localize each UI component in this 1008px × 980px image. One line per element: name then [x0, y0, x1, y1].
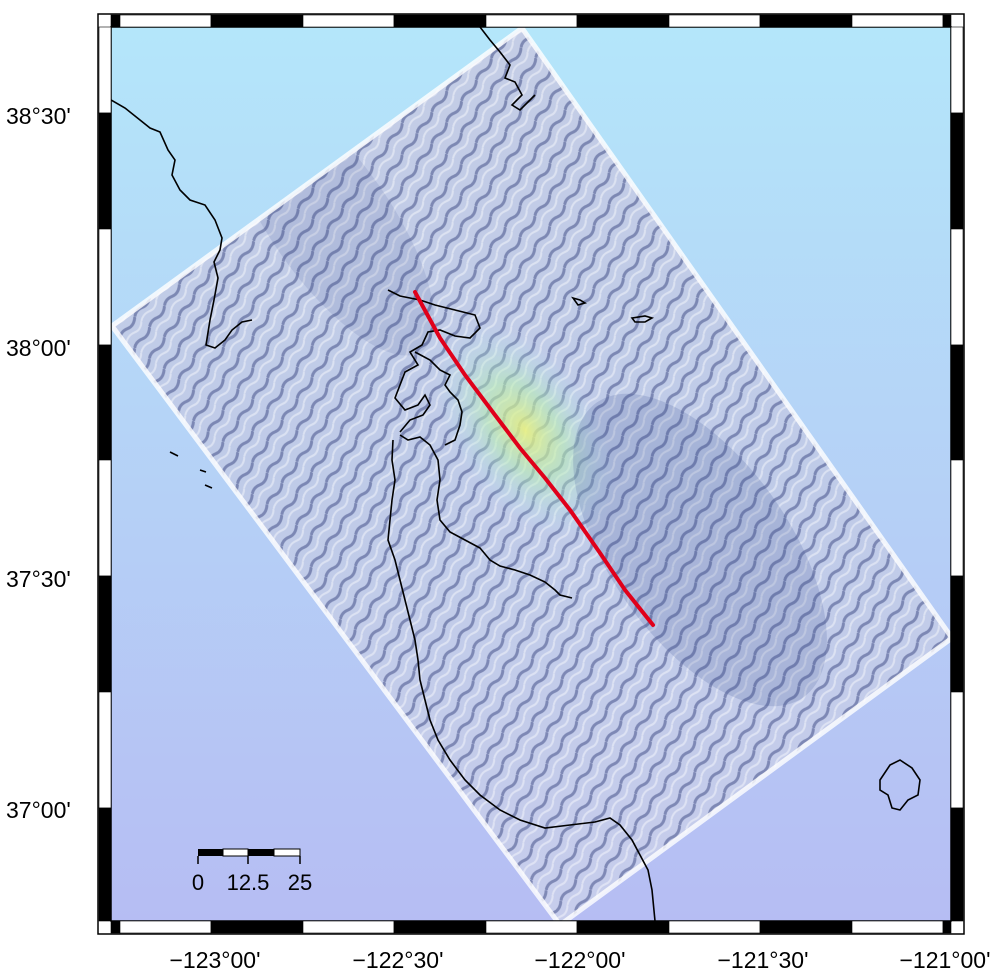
- frame-segment: [302, 14, 395, 28]
- frame-segment: [485, 920, 578, 934]
- scale-label-25: 25: [288, 870, 312, 895]
- lat-label-38-30: 38°30': [6, 103, 71, 129]
- lon-label-122-00: −122°00': [535, 947, 626, 973]
- lat-label-37-30: 37°30': [6, 566, 71, 592]
- fault-trace: [413, 290, 655, 627]
- frame-segment: [98, 459, 112, 577]
- frame-segment: [98, 691, 112, 809]
- frame-segment: [950, 26, 964, 114]
- scale-label-12-5: 12.5: [227, 870, 270, 895]
- scale-label-0: 0: [192, 870, 204, 895]
- frame-segment: [210, 920, 304, 934]
- lon-label-122-30: −122°30': [353, 947, 444, 973]
- scale-bar: 0 12.5 25: [192, 848, 312, 895]
- map-frame: [97, 13, 965, 935]
- frame-segment: [950, 807, 964, 922]
- frame-segment: [576, 920, 670, 934]
- frame-segment: [759, 14, 853, 28]
- frame-segment: [942, 14, 952, 28]
- frame-segment: [110, 14, 121, 28]
- frame-segment: [119, 14, 212, 28]
- frame-segment: [98, 344, 112, 461]
- frame-segment: [851, 920, 944, 934]
- frame-segment: [950, 575, 964, 693]
- frame-segment: [759, 920, 853, 934]
- lon-label-121-30: −121°30': [718, 947, 809, 973]
- frame-segment: [119, 920, 212, 934]
- frame-segment: [950, 112, 964, 230]
- frame-segment: [210, 14, 304, 28]
- frame-segment: [668, 920, 761, 934]
- lat-label-37-00: 37°00': [6, 797, 71, 823]
- frame-segment: [950, 459, 964, 577]
- frame-segment: [950, 228, 964, 346]
- frame-segment: [668, 14, 761, 28]
- frame-segment: [950, 691, 964, 809]
- frame-segment: [110, 920, 121, 934]
- frame-segment: [576, 14, 670, 28]
- frame-segment: [302, 920, 395, 934]
- frame-segment: [393, 920, 487, 934]
- frame-segment: [98, 575, 112, 693]
- frame-segment: [98, 112, 112, 230]
- frame-segment: [393, 14, 487, 28]
- frame-segment: [98, 26, 112, 114]
- frame-segment: [485, 14, 578, 28]
- frame-segment: [98, 228, 112, 346]
- lon-label-121-00: −121°00': [900, 947, 991, 973]
- frame-segment: [950, 344, 964, 461]
- frame-segment: [98, 807, 112, 922]
- frame-segment: [942, 920, 952, 934]
- lat-label-38-00: 38°00': [6, 335, 71, 361]
- coastline: [111, 27, 921, 921]
- lon-label-123-00: −123°00': [170, 947, 261, 973]
- frame-segment: [851, 14, 944, 28]
